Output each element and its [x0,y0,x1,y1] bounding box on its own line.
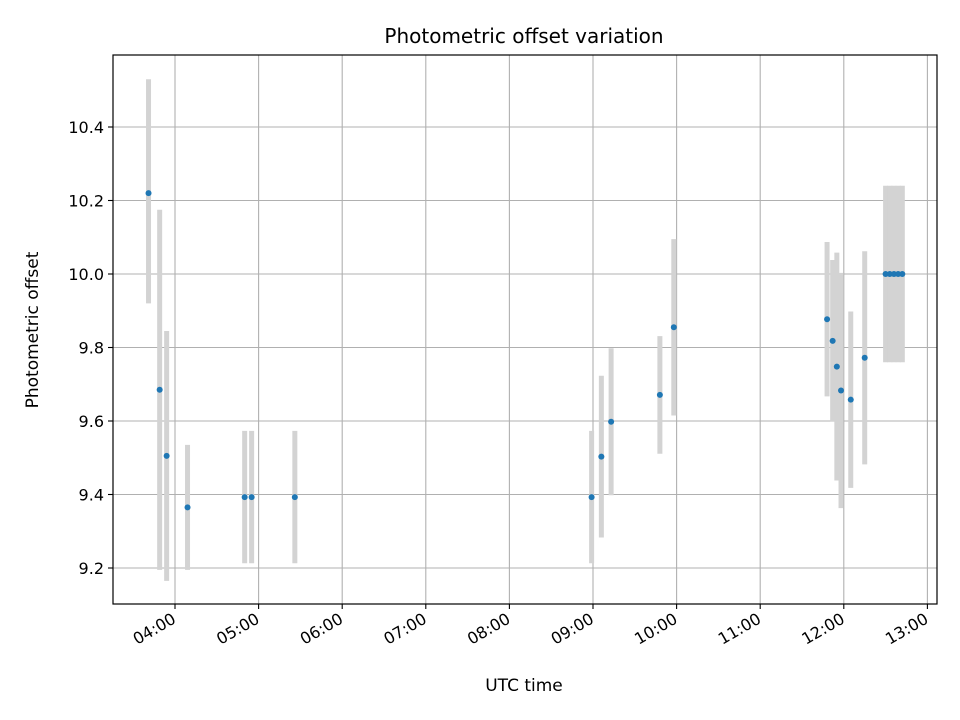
data-point [882,271,889,277]
data-point [588,494,595,501]
data-point [829,337,836,344]
data-point [241,494,248,501]
data-point [291,494,298,501]
y-tick-label: 9.2 [79,559,104,578]
y-axis: 9.2 9.4 9.6 9.8 10.0 10.2 10.4 [68,118,113,578]
data-point [861,354,868,361]
data-point [833,363,840,370]
data-point [145,190,152,197]
y-axis-title: Photometric offset [23,251,43,408]
data-point [886,271,893,277]
data-point [847,396,854,403]
data-point [156,386,163,393]
data-point [248,494,255,501]
data-point [598,453,605,460]
data-point [838,387,845,394]
y-tick-label: 9.8 [79,339,104,358]
data-point [184,504,191,511]
plot-frame [112,54,938,605]
y-tick-label: 10.4 [68,118,104,137]
data-points [145,190,906,511]
data-point [608,418,615,425]
y-tick-label: 9.4 [79,486,104,505]
data-point [899,271,906,277]
data-point [670,324,677,331]
x-axis-title: UTC time [485,676,563,696]
data-point [163,452,170,459]
data-point [890,271,897,277]
data-point [824,316,831,323]
y-tick-label: 10.0 [68,265,104,284]
y-tick-label: 9.6 [79,412,104,431]
data-point [895,271,902,277]
data-point [656,391,663,398]
chart-title: Photometric offset variation [384,24,663,48]
y-tick-label: 10.2 [68,192,104,211]
